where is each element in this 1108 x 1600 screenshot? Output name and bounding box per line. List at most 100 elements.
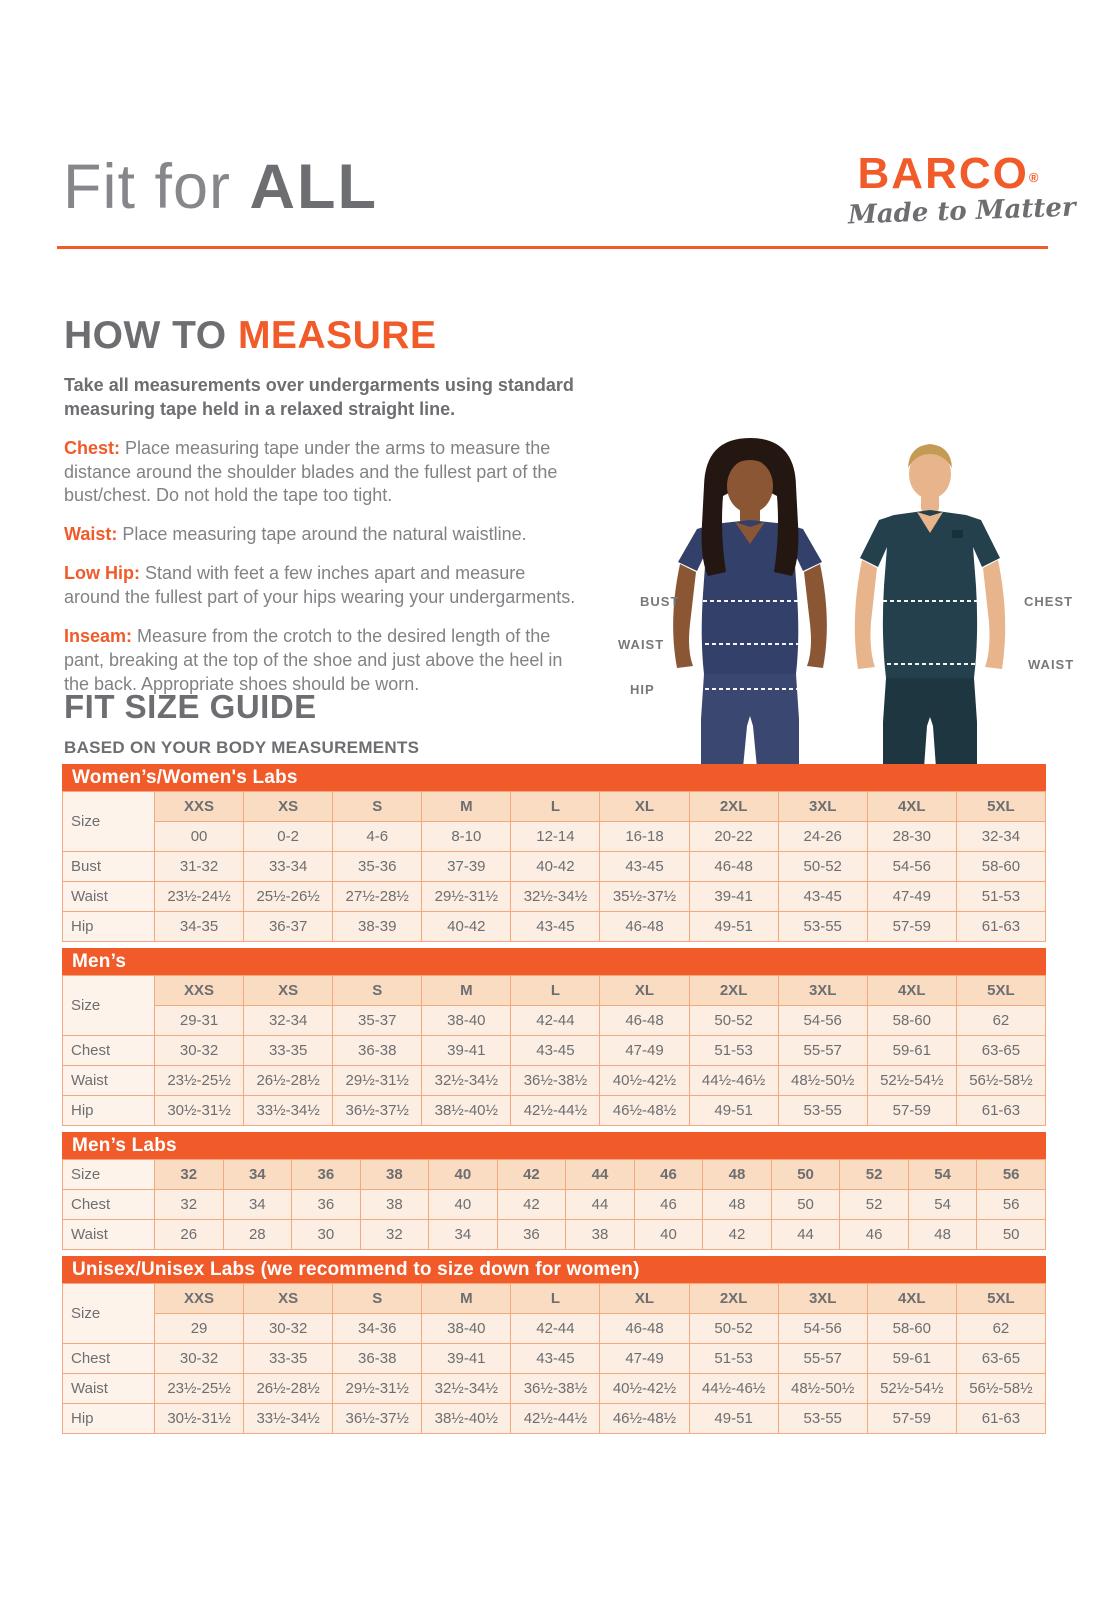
size-value-cell: 8-10: [421, 821, 512, 852]
size-header-cell: 54: [907, 1159, 978, 1190]
mens-labs-table-banner: Men’s Labs: [62, 1132, 1046, 1159]
size-value-cell: 52½-54½: [866, 1065, 957, 1096]
measure-intro-text: Take all measurements over undergarments…: [64, 375, 574, 420]
size-value-cell: 36-38: [332, 1343, 423, 1374]
size-value-cell: 54-56: [777, 1005, 868, 1036]
womens-size-table: Size XXS XS S M L XL 2XL 3XL 4XL 5XL 00 0-2 4-6 8-10 12…: [62, 791, 1047, 942]
size-header-cell: 42: [496, 1159, 567, 1190]
size-value-cell: 49-51: [688, 911, 779, 942]
size-value-cell: 43-45: [510, 1343, 601, 1374]
size-header-cell: L: [510, 791, 601, 822]
table-row: Bust 31-32 33-34 35-36 37-39 40-42 43-45 46-48 5…: [62, 851, 1047, 882]
size-value-cell: 24-26: [777, 821, 868, 852]
size-header-cell: XL: [599, 1283, 690, 1314]
size-header-cell: L: [510, 1283, 601, 1314]
mens-table-banner: Men’s: [62, 948, 1046, 975]
size-value-cell: 36½-38½: [510, 1373, 601, 1404]
size-value-cell: 43-45: [510, 911, 601, 942]
size-header-cell: S: [332, 975, 423, 1006]
size-value-cell: 53-55: [777, 911, 868, 942]
row-label-cell: Waist: [62, 881, 155, 912]
table-row: Chest 32 34 36 38 40 42 44 46 48 50 52 54 56: [62, 1189, 1046, 1220]
row-label-cell: Size: [62, 975, 155, 1036]
size-value-cell: 39-41: [421, 1035, 512, 1066]
size-value-cell: 39-41: [421, 1343, 512, 1374]
size-value-cell: 29: [153, 1313, 245, 1344]
registered-mark-icon: ®: [1028, 170, 1039, 185]
size-value-cell: 34: [222, 1189, 293, 1220]
size-value-cell: 54-56: [777, 1313, 868, 1344]
size-value-cell: 61-63: [955, 911, 1047, 942]
size-value-cell: 39-41: [688, 881, 779, 912]
size-value-cell: 29½-31½: [332, 1065, 423, 1096]
size-value-cell: 47-49: [599, 1035, 690, 1066]
row-label-cell: Size: [62, 1283, 155, 1344]
bust-label: BUST: [640, 594, 679, 609]
size-value-cell: 43-45: [599, 851, 690, 882]
size-value-cell: 33-35: [243, 1343, 334, 1374]
page-title-bold: ALL: [249, 152, 378, 222]
size-header-cell: XL: [599, 791, 690, 822]
size-value-cell: 37-39: [421, 851, 512, 882]
table-row: Waist 23½-25½ 26½-28½ 29½-31½ 32½-34½ 36½-38½…: [62, 1065, 1047, 1096]
size-value-cell: 49-51: [688, 1095, 779, 1126]
table-row: Waist 23½-24½ 25½-26½ 27½-28½ 29½-31½ 32½-34½…: [62, 881, 1047, 912]
size-value-cell: 48½-50½: [777, 1065, 868, 1096]
size-value-cell: 00: [153, 821, 245, 852]
size-header-cell: 2XL: [688, 975, 779, 1006]
size-value-cell: 46: [839, 1219, 909, 1250]
size-value-cell: 32-34: [955, 821, 1047, 852]
size-header-cell: M: [421, 1283, 512, 1314]
size-value-cell: 31-32: [153, 851, 245, 882]
size-value-cell: 46-48: [599, 911, 690, 942]
hip-label: HIP: [630, 682, 655, 697]
size-value-cell: 57-59: [866, 1403, 957, 1434]
size-value-cell: 50-52: [688, 1313, 779, 1344]
size-header-cell: 4XL: [866, 791, 957, 822]
measure-item-inseam: Inseam: Measure from the crotch to the d…: [64, 626, 563, 695]
mens-labs-size-table: Size 32 34 36 38 40 42 44 46 48 50 52 54 56 Chest 32 34 3…: [62, 1159, 1046, 1250]
size-value-cell: 28: [222, 1219, 293, 1250]
size-value-cell: 38: [359, 1189, 430, 1220]
size-header-cell: 2XL: [688, 1283, 779, 1314]
size-value-cell: 34-36: [332, 1313, 423, 1344]
table-row: Size XXS XS S M L XL 2XL 3XL 4XL 5XL: [62, 975, 1047, 1036]
how-to-measure-section: HOW TO MEASURE Take all measurements ove…: [64, 316, 580, 697]
womens-table-banner: Women’s/Women's Labs: [62, 764, 1046, 791]
size-value-cell: 51-53: [955, 881, 1047, 912]
size-value-cell: 53-55: [777, 1095, 868, 1126]
table-row: Size XXS XS S M L XL 2XL 3XL 4XL 5XL: [62, 791, 1047, 852]
table-row: Waist 23½-25½ 26½-28½ 29½-31½ 32½-34½ 36½-38½…: [62, 1373, 1047, 1404]
size-value-cell: 52: [839, 1189, 909, 1220]
size-value-cell: 38: [565, 1219, 635, 1250]
row-label-cell: Waist: [62, 1065, 155, 1096]
size-value-cell: 32: [154, 1189, 224, 1220]
size-header-cell: 5XL: [955, 975, 1047, 1006]
size-header-cell: XS: [243, 975, 334, 1006]
size-value-cell: 26: [154, 1219, 224, 1250]
size-value-cell: 62: [955, 1313, 1047, 1344]
size-value-cell: 23½-24½: [153, 881, 245, 912]
size-value-cell: 38-40: [421, 1005, 512, 1036]
size-header-cell: 38: [359, 1159, 430, 1190]
measure-item-chest: Chest: Place measuring tape under the ar…: [64, 437, 558, 506]
size-value-cell: 56: [976, 1189, 1046, 1220]
size-value-cell: 26½-28½: [243, 1373, 334, 1404]
size-value-cell: 53-55: [777, 1403, 868, 1434]
size-value-cell: 0-2: [243, 821, 334, 852]
table-row: 29-31 32-34 35-37 38-40 42-44 46-48 50-52 54-56…: [63, 1005, 1047, 1036]
size-value-cell: 59-61: [866, 1035, 957, 1066]
size-value-cell: 36½-38½: [510, 1065, 601, 1096]
womens-table-block: Women’s/Women's Labs Size XXS XS S M L XL 2XL 3X…: [62, 764, 1047, 942]
size-value-cell: 59-61: [866, 1343, 957, 1374]
size-header-cell: M: [421, 791, 512, 822]
size-header-cell: 5XL: [955, 791, 1047, 822]
size-value-cell: 50: [770, 1189, 841, 1220]
how-to-measure-heading: HOW TO MEASURE: [64, 314, 437, 357]
size-value-cell: 46: [633, 1189, 704, 1220]
table-row: 29 30-32 34-36 38-40 42-44 46-48 50-52 54-56 58-…: [63, 1313, 1047, 1344]
size-value-cell: 23½-25½: [153, 1065, 245, 1096]
size-value-cell: 49-51: [688, 1403, 779, 1434]
size-value-cell: 46½-48½: [599, 1403, 690, 1434]
